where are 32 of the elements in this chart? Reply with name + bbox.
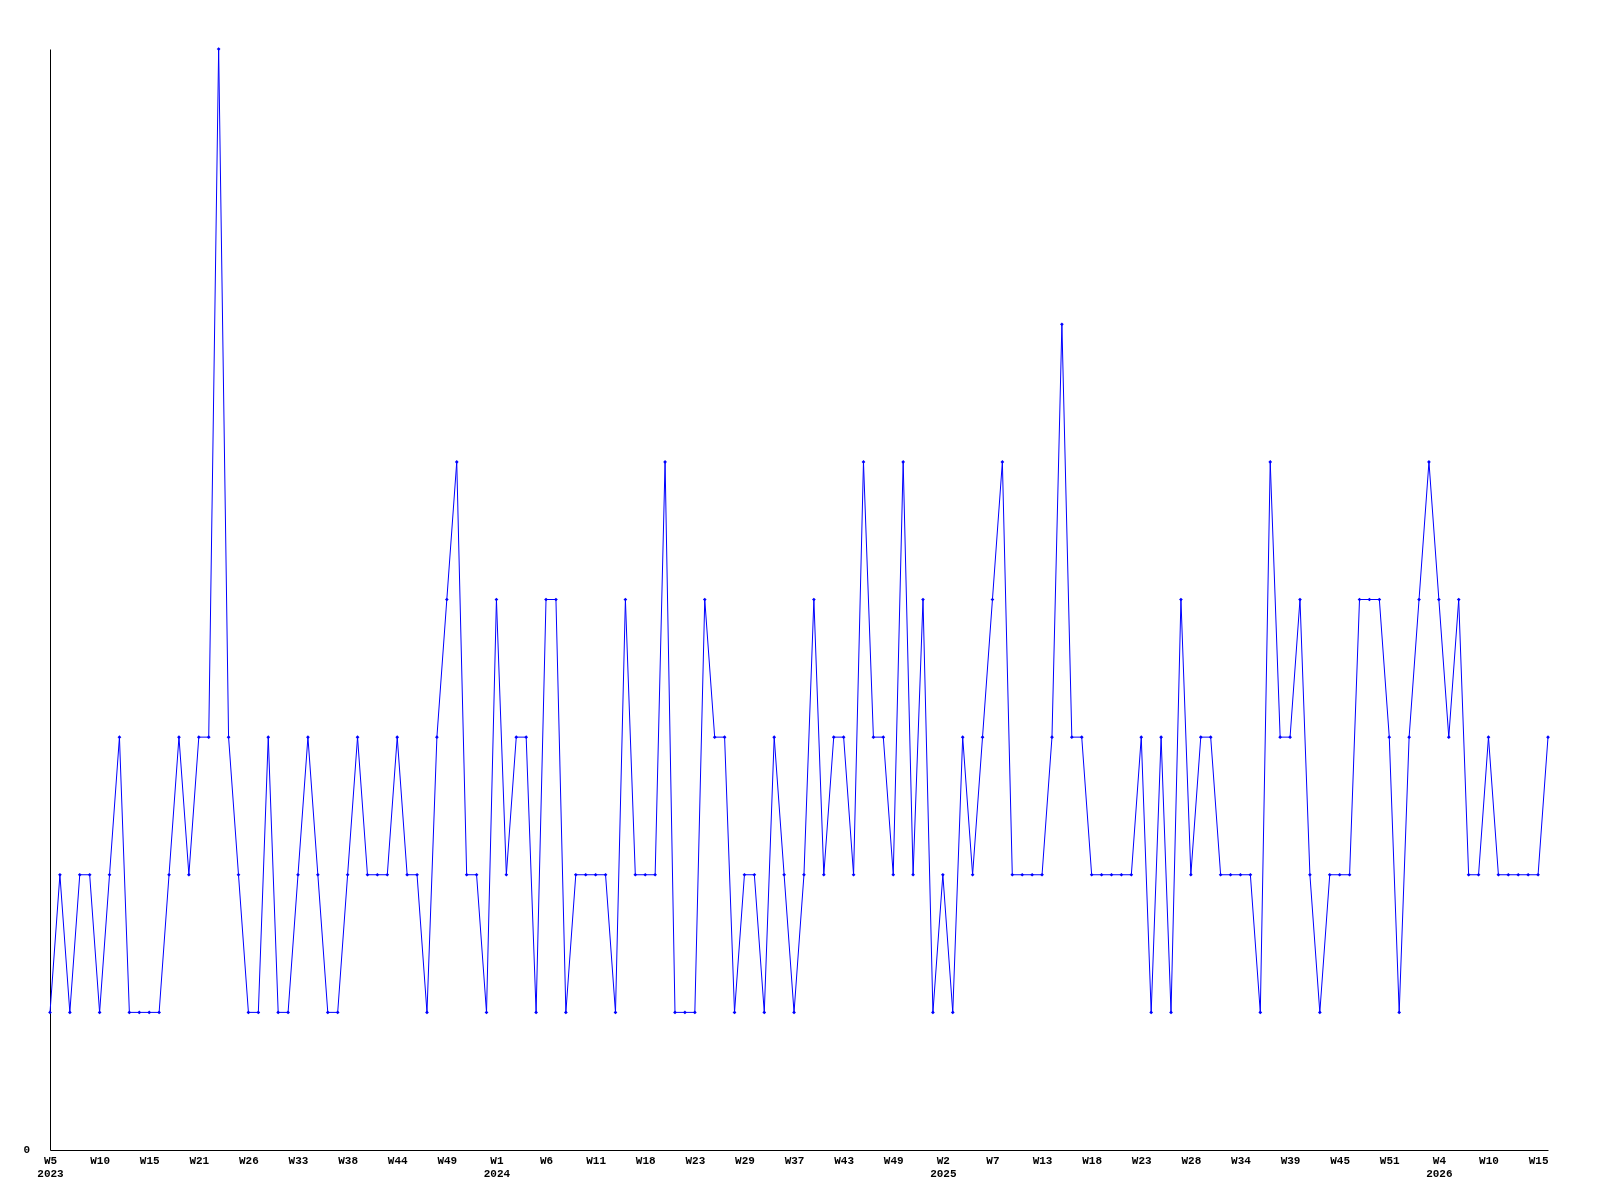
x-tick-label: W28 <box>1181 1154 1202 1167</box>
x-tick-label: W26 <box>239 1154 259 1167</box>
x-tick-label: W45 <box>1330 1154 1351 1167</box>
x-tick-label: W4 2026 <box>1426 1154 1453 1180</box>
x-tick-label: W29 <box>735 1154 755 1167</box>
x-tick-label: W2 2025 <box>930 1154 957 1180</box>
x-tick-label: W6 <box>539 1154 554 1167</box>
x-tick-label: W10 <box>1479 1154 1499 1167</box>
x-tick-label: W51 <box>1379 1154 1401 1167</box>
text: 0 <box>23 1144 30 1156</box>
x-tick-label: W49 <box>437 1154 458 1167</box>
x-tick-label: W18 <box>635 1154 657 1167</box>
x-tick-label: W5 2023 <box>37 1154 65 1180</box>
x-tick-label: W21 <box>189 1154 210 1167</box>
x-tick-label: W38 <box>338 1154 359 1167</box>
x-tick-label: W49 <box>883 1154 904 1167</box>
x-tick-label: W44 <box>387 1154 409 1167</box>
x-tick-label: W37 <box>784 1154 805 1167</box>
x-tick-label: W43 <box>834 1154 855 1167</box>
x-tick-label: W18 <box>1082 1154 1103 1167</box>
x-tick-label: W23 <box>1131 1154 1153 1167</box>
x-tick-label: W33 <box>288 1154 309 1167</box>
x-tick-label: W7 <box>986 1154 1000 1167</box>
x-tick-label: W23 <box>685 1154 706 1167</box>
x-tick-label: W1 2024 <box>483 1154 511 1180</box>
x-tick-label: W15 <box>1528 1154 1549 1167</box>
x-tick-label: W10 <box>90 1154 111 1167</box>
x-tick-label: W13 <box>1032 1154 1053 1167</box>
x-tick-label: W39 <box>1280 1154 1301 1167</box>
x-tick-label: W11 <box>586 1154 607 1167</box>
x-tick-label: W15 <box>139 1154 160 1167</box>
x-tick-label: W34 <box>1231 1154 1252 1167</box>
